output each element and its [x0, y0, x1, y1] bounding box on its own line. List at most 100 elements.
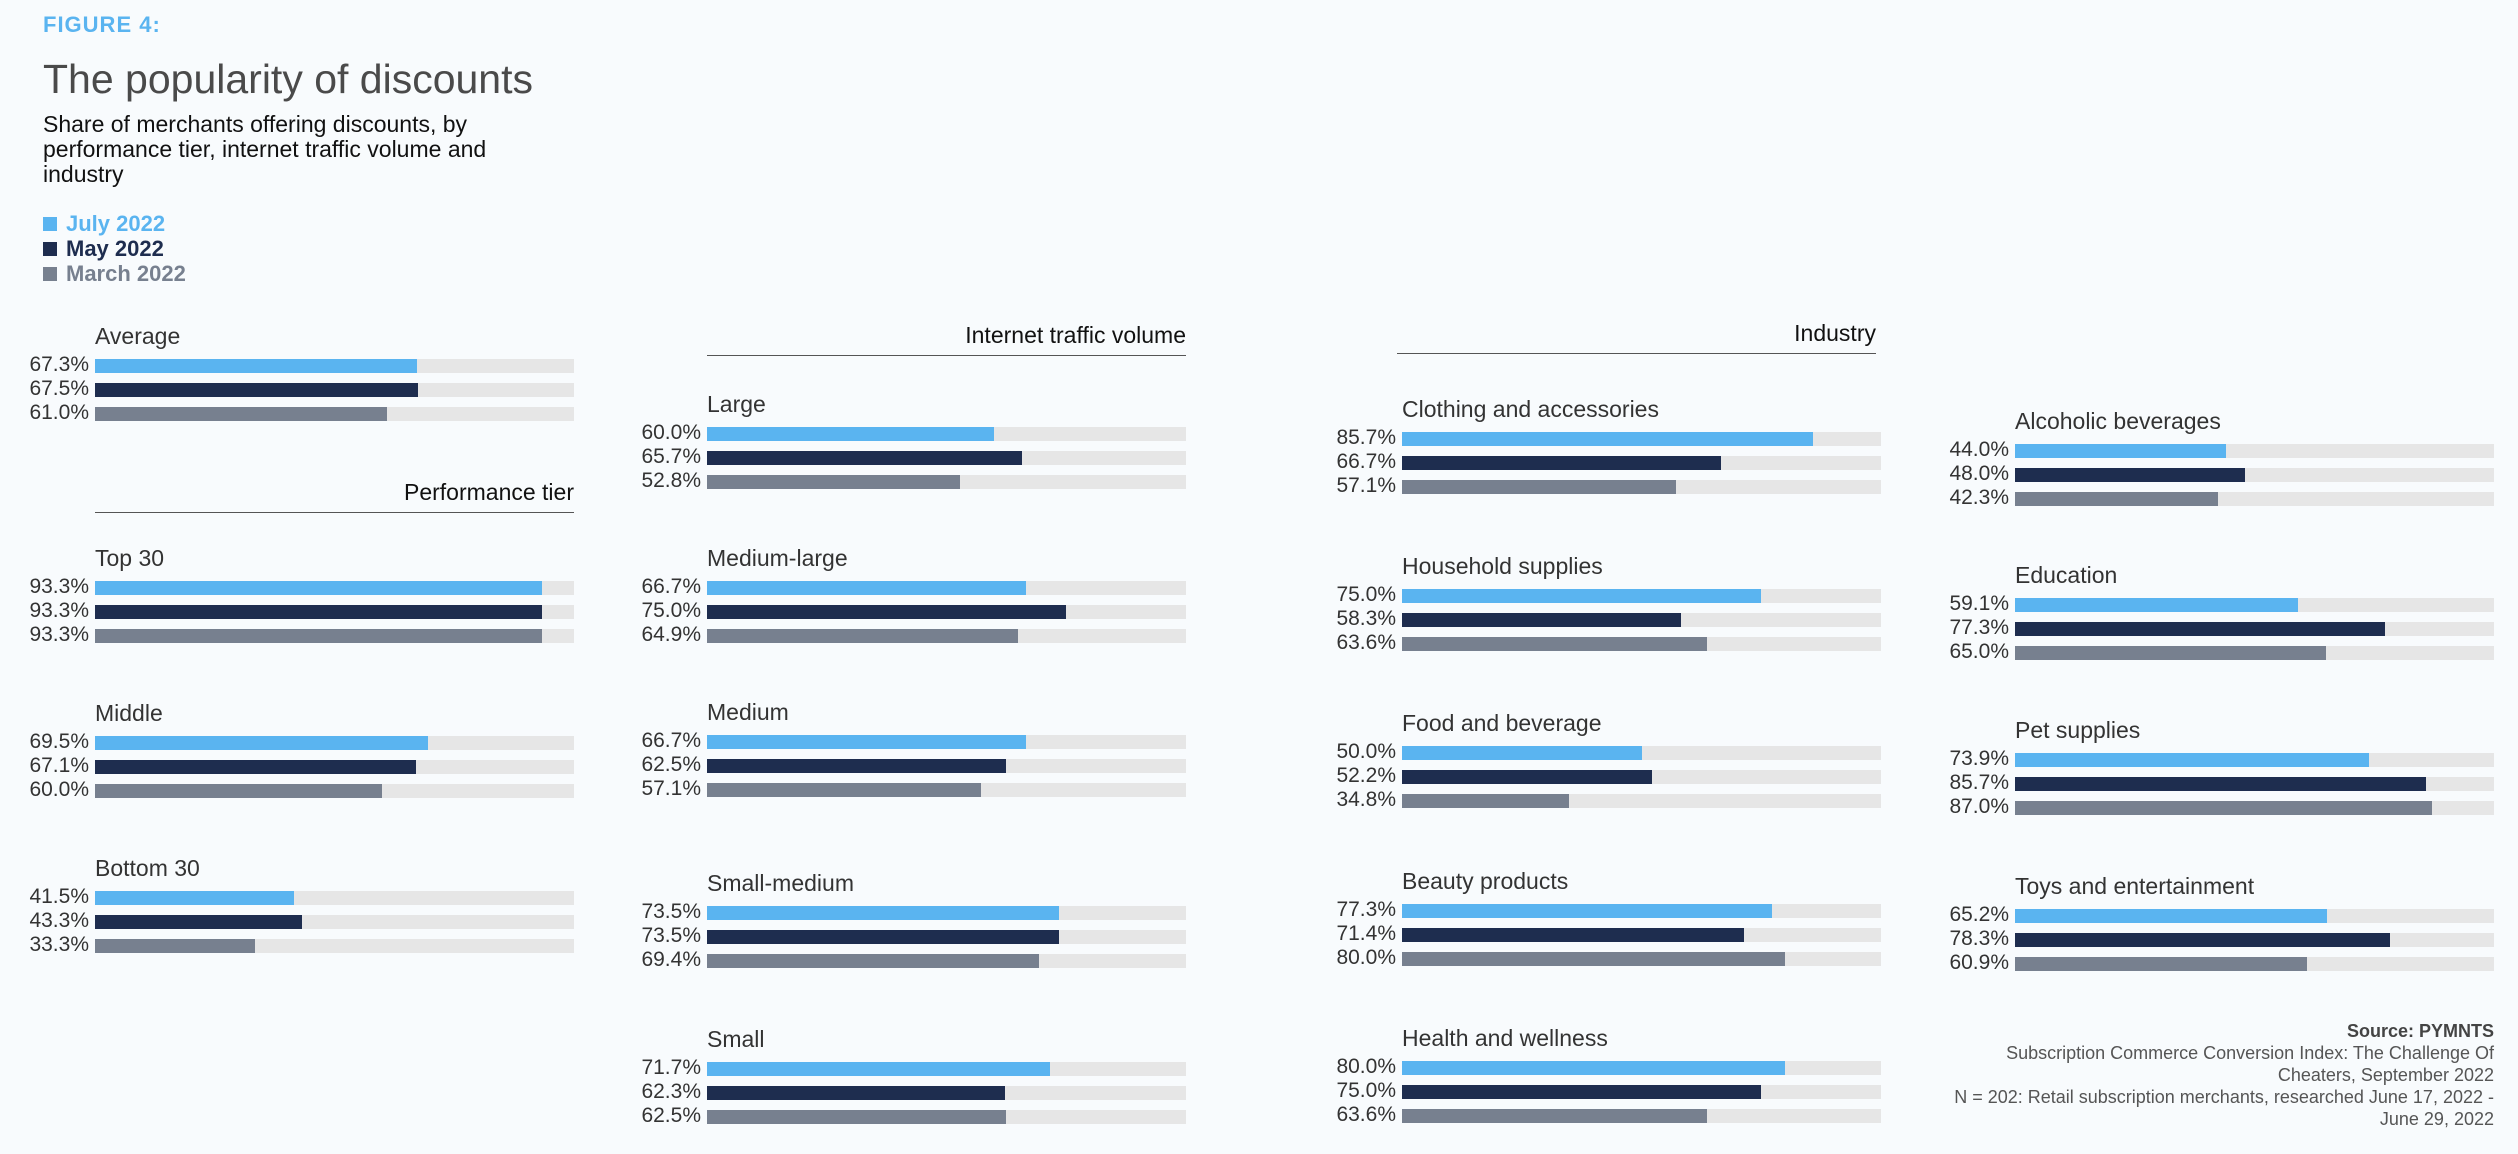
legend-item-july: July 2022: [43, 211, 186, 236]
bar-march: [707, 783, 981, 797]
bar-may: [707, 759, 1007, 773]
bar-row-may: 93.3%: [29, 599, 574, 623]
bar-group: Top 30 93.3% 93.3% 93.3%: [29, 545, 574, 655]
bar-march: [95, 629, 542, 643]
bar-track: [1402, 589, 1881, 603]
bar-row-march: 52.8%: [641, 469, 1186, 493]
bar-july: [1402, 904, 1773, 918]
bar-value-label: 87.0%: [1949, 795, 2009, 818]
bar-track: [95, 760, 574, 774]
bar-value-label: 85.7%: [1336, 426, 1396, 449]
bar-group: Clothing and accessories 85.7% 66.7% 57.1%: [1336, 396, 1881, 506]
bar-value-label: 85.7%: [1949, 771, 2009, 794]
bar-value-label: 60.0%: [641, 421, 701, 444]
legend-swatch-march: [43, 266, 57, 281]
bar-track: [95, 581, 574, 595]
bar-track: [707, 451, 1186, 465]
bar-group: Medium-large 66.7% 75.0% 64.9%: [641, 545, 1186, 655]
bar-track: [2015, 909, 2494, 923]
bar-value-label: 73.9%: [1949, 747, 2009, 770]
group-label: Health and wellness: [1402, 1025, 1608, 1051]
bar-track: [707, 906, 1186, 920]
bar-value-label: 60.9%: [1949, 951, 2009, 974]
bar-value-label: 62.3%: [641, 1080, 701, 1103]
bar-march: [95, 407, 388, 421]
bar-value-label: 57.1%: [1336, 474, 1396, 497]
bar-group: Middle 69.5% 67.1% 60.0%: [29, 700, 574, 810]
bar-row-march: 42.3%: [1949, 486, 2494, 510]
bar-row-july: 41.5%: [29, 885, 574, 909]
bar-value-label: 62.5%: [641, 1104, 701, 1127]
bar-row-july: 85.7%: [1336, 426, 1881, 450]
legend-swatch-july: [43, 216, 57, 231]
bar-value-label: 48.0%: [1949, 462, 2009, 485]
bar-march: [95, 784, 383, 798]
bar-july: [707, 906, 1060, 920]
bar-july: [707, 735, 1027, 749]
bar-track: [95, 629, 574, 643]
bar-may: [1402, 613, 1682, 627]
bar-value-label: 63.6%: [1336, 631, 1396, 654]
bar-track: [2015, 957, 2494, 971]
bar-march: [1402, 952, 1786, 966]
group-label: Alcoholic beverages: [2015, 408, 2221, 434]
bar-track: [1402, 770, 1881, 784]
bar-may: [95, 605, 542, 619]
bar-value-label: 65.0%: [1949, 640, 2009, 663]
group-label: Large: [707, 391, 766, 417]
bar-row-march: 64.9%: [641, 623, 1186, 647]
bar-march: [1402, 1109, 1707, 1123]
bar-row-july: 75.0%: [1336, 583, 1881, 607]
group-label: Top 30: [95, 545, 165, 571]
legend-item-march: March 2022: [43, 261, 186, 286]
bar-row-may: 71.4%: [1336, 922, 1881, 946]
bar-group: Alcoholic beverages 44.0% 48.0% 42.3%: [1949, 408, 2494, 518]
bar-group: Education 59.1% 77.3% 65.0%: [1949, 562, 2494, 672]
bar-track: [1402, 1109, 1881, 1123]
bar-may: [1402, 1085, 1762, 1099]
bar-track: [95, 605, 574, 619]
bar-value-label: 57.1%: [641, 777, 701, 800]
bar-july: [95, 891, 294, 905]
bar-row-march: 61.0%: [29, 401, 574, 425]
bar-track: [707, 475, 1186, 489]
bar-value-label: 43.3%: [29, 909, 89, 932]
bar-track: [1402, 952, 1881, 966]
bar-july: [1402, 432, 1813, 446]
bar-row-march: 63.6%: [1336, 631, 1881, 655]
bar-may: [707, 451, 1022, 465]
bar-value-label: 41.5%: [29, 885, 89, 908]
bar-track: [2015, 646, 2494, 660]
bar-track: [707, 930, 1186, 944]
group-label: Pet supplies: [2015, 717, 2141, 743]
bar-value-label: 44.0%: [1949, 438, 2009, 461]
bar-value-label: 42.3%: [1949, 486, 2009, 509]
bar-track: [2015, 933, 2494, 947]
bar-row-july: 93.3%: [29, 575, 574, 599]
source-line-1: Subscription Commerce Conversion Index: …: [2006, 1043, 2494, 1085]
bar-value-label: 67.3%: [29, 353, 89, 376]
bar-value-label: 34.8%: [1336, 788, 1396, 811]
bar-track: [707, 954, 1186, 968]
bar-track: [1402, 746, 1881, 760]
group-label: Food and beverage: [1402, 710, 1602, 736]
bar-value-label: 73.5%: [641, 900, 701, 923]
bar-track: [1402, 480, 1881, 494]
bar-row-july: 44.0%: [1949, 438, 2494, 462]
section-head-performance: Performance tier: [95, 479, 574, 513]
bar-track: [1402, 928, 1881, 942]
bar-row-may: 62.3%: [641, 1080, 1186, 1104]
bar-value-label: 77.3%: [1336, 898, 1396, 921]
bar-group: Medium 66.7% 62.5% 57.1%: [641, 699, 1186, 809]
group-label: Medium-large: [707, 545, 848, 571]
bar-row-march: 60.9%: [1949, 951, 2494, 975]
group-label: Small: [707, 1026, 765, 1052]
bar-row-march: 34.8%: [1336, 788, 1881, 812]
bar-march: [1402, 480, 1676, 494]
bar-july: [1402, 746, 1642, 760]
bar-row-july: 59.1%: [1949, 592, 2494, 616]
bar-value-label: 75.0%: [1336, 1079, 1396, 1102]
bar-march: [2015, 646, 2327, 660]
bar-may: [2015, 468, 2245, 482]
section-head-industry: Industry: [1397, 320, 1876, 354]
